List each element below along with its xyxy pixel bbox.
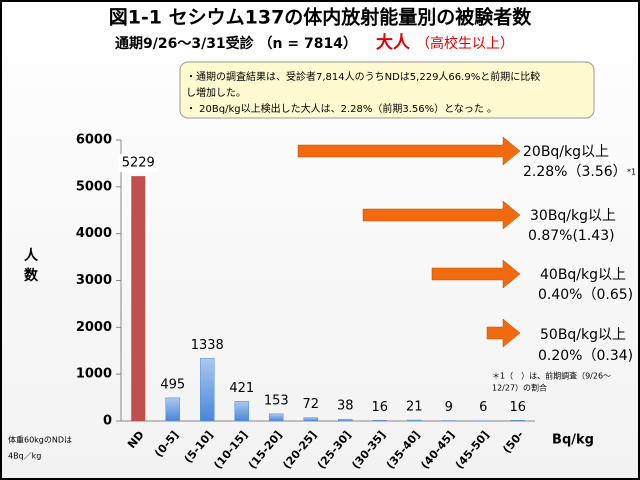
bottom-note: 4Bq／kg bbox=[8, 452, 41, 461]
bottom-note: 体重60kgのNDは bbox=[8, 435, 72, 445]
value-label: 38 bbox=[337, 399, 354, 414]
y-axis-label: 人 bbox=[24, 247, 39, 264]
annotation-threshold: 40Bq/kg以上 bbox=[540, 267, 626, 283]
arrow bbox=[297, 136, 521, 166]
bar bbox=[407, 419, 422, 422]
annotation-mark: *1 bbox=[627, 168, 636, 177]
value-label: 21 bbox=[406, 400, 423, 415]
value-label: 72 bbox=[302, 397, 319, 412]
subtitle-highlight: 大人 bbox=[376, 32, 411, 53]
value-label: 495 bbox=[160, 377, 185, 392]
bar bbox=[372, 420, 387, 422]
annotation-threshold: 50Bq/kg以上 bbox=[540, 327, 626, 343]
y-tick-label: 4000 bbox=[76, 226, 112, 241]
bar bbox=[234, 401, 249, 422]
note-line: し増加した。 bbox=[186, 86, 246, 99]
annotation-rate: 2.28%（3.56） bbox=[523, 164, 627, 180]
y-tick-label: 6000 bbox=[76, 133, 112, 148]
value-label: 9 bbox=[445, 400, 453, 415]
bar bbox=[269, 413, 284, 422]
annotation-threshold: 20Bq/kg以上 bbox=[523, 144, 609, 160]
annotation-rate: 0.40%（0.65) bbox=[538, 287, 633, 303]
value-label: 5229 bbox=[122, 156, 155, 171]
chart-title: 図1-1 セシウム137の体内放射能量別の被験者数 bbox=[109, 6, 533, 29]
annotation-threshold: 30Bq/kg以上 bbox=[530, 208, 616, 224]
arrows bbox=[297, 136, 521, 348]
bar bbox=[131, 176, 146, 421]
bar bbox=[165, 397, 180, 422]
bar bbox=[200, 358, 215, 422]
value-label: 16 bbox=[371, 400, 388, 415]
arrow bbox=[486, 318, 521, 348]
subtitle-note: （高校生以上） bbox=[416, 35, 514, 52]
subtitle: 通期9/26〜3/31受診 （n = 7814） bbox=[115, 35, 357, 52]
value-label: 153 bbox=[264, 393, 289, 408]
annotation-rate: 0.87%(1.43) bbox=[528, 228, 615, 244]
note-line: ・ 20Bq/kg以上検出した大人は、2.28%（前期3.56%）となった 。 bbox=[186, 102, 497, 115]
footnote: 12/27）の割合 bbox=[492, 383, 547, 393]
y-tick-label: 3000 bbox=[76, 273, 112, 288]
value-label: 1338 bbox=[191, 338, 224, 353]
note-box bbox=[179, 61, 595, 119]
x-axis-label: Bq/kg bbox=[552, 433, 594, 448]
bar bbox=[338, 418, 353, 422]
bar bbox=[303, 417, 318, 422]
note-line: ・通期の調査結果は、受診者7,814人のうちNDは5,229人66.9%と前期に… bbox=[186, 70, 540, 83]
arrow bbox=[431, 259, 521, 289]
bar bbox=[510, 420, 525, 422]
value-label: 16 bbox=[509, 400, 526, 415]
footnote: ＊1（ ）は、前期調査（9/26〜 bbox=[492, 371, 611, 381]
y-tick-label: 2000 bbox=[76, 320, 112, 335]
arrow bbox=[362, 200, 521, 230]
annotation-rate: 0.20%（0.34) bbox=[538, 348, 633, 364]
y-axis-label: 数 bbox=[24, 267, 39, 284]
value-label-bg bbox=[118, 154, 159, 173]
y-tick-label: 0 bbox=[103, 414, 112, 429]
value-label: 421 bbox=[229, 381, 254, 396]
value-label: 6 bbox=[479, 400, 487, 415]
y-tick-label: 1000 bbox=[76, 367, 112, 382]
y-tick-label: 5000 bbox=[76, 179, 112, 194]
